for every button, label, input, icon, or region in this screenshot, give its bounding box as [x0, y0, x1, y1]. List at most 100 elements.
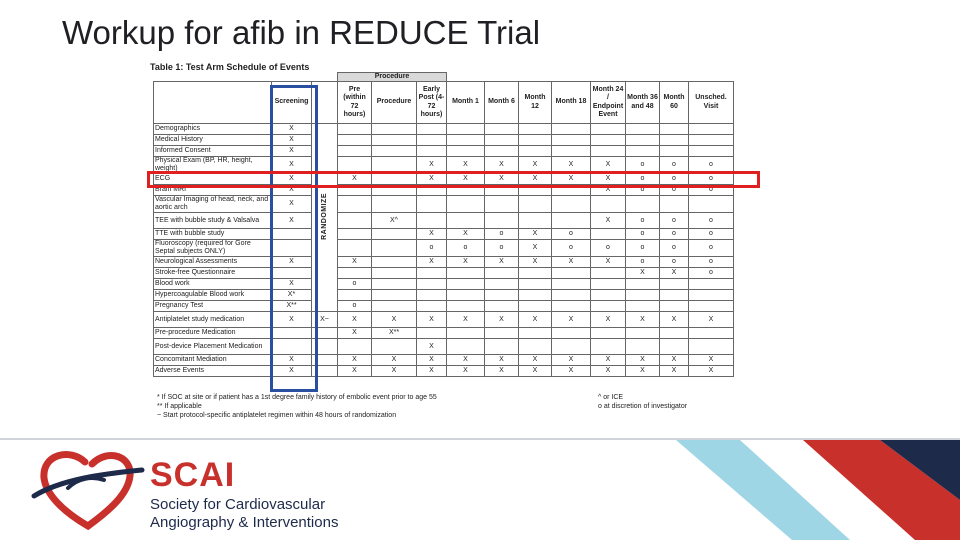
table-cell — [659, 278, 689, 290]
table-cell: o — [659, 156, 689, 174]
slide-title: Workup for afib in REDUCE Trial — [62, 14, 541, 51]
table-cell: o — [688, 173, 734, 185]
table-cell — [484, 145, 519, 157]
table-cell — [446, 145, 485, 157]
column-header: Month 36 and 48 — [625, 81, 660, 124]
column-header: Early Post (4-72 hours) — [416, 81, 447, 124]
table-cell: X — [337, 173, 372, 185]
table-cell — [337, 289, 372, 301]
table-cell: o — [625, 228, 660, 240]
table-cell — [337, 338, 372, 355]
table-cell: o — [659, 184, 689, 196]
table-cell: o — [551, 228, 591, 240]
table-cell: X — [551, 354, 591, 366]
row-label: TTE with bubble study — [153, 228, 272, 240]
column-header: Month 18 — [551, 81, 591, 124]
table-cell — [659, 123, 689, 135]
table-cell — [337, 123, 372, 135]
table-row: Post-device Placement Medication X — [153, 338, 734, 355]
table-cell — [688, 145, 734, 157]
table-cell — [337, 267, 372, 279]
table-cell — [446, 289, 485, 301]
footnote: o at discretion of investigator — [598, 403, 688, 410]
logo-tagline-1: Society for Cardiovascular — [150, 496, 326, 513]
table-cell: X — [590, 256, 626, 268]
divider-line — [0, 438, 960, 440]
table-cell — [416, 278, 447, 290]
table-cell — [416, 184, 447, 196]
table-cell: o — [688, 239, 734, 257]
table-cell — [271, 228, 312, 240]
row-label: Medical History — [153, 134, 272, 146]
table-cell — [551, 289, 591, 301]
table-cell — [446, 278, 485, 290]
table-cell — [371, 256, 417, 268]
table-cell — [337, 228, 372, 240]
table-cell — [551, 327, 591, 339]
table-cell: X — [337, 327, 372, 339]
table-cell: X — [518, 256, 552, 268]
table-cell: o — [688, 228, 734, 240]
table-cell — [271, 267, 312, 279]
table-cell: X — [446, 256, 485, 268]
table-cell — [271, 239, 312, 257]
table-cell — [371, 173, 417, 185]
table-cell — [590, 195, 626, 213]
table-row: Adverse Events X X X X X X X X X X X X — [153, 365, 734, 377]
table-cell: X — [518, 365, 552, 377]
row-label: Concomitant Mediation — [153, 354, 272, 366]
table-cell — [688, 123, 734, 135]
table-cell — [518, 278, 552, 290]
table-cell: o — [337, 300, 372, 312]
table-cell — [518, 289, 552, 301]
table-cell: X — [625, 267, 660, 279]
table-cell: X — [446, 173, 485, 185]
table-cell: X — [590, 184, 626, 196]
table-cell — [446, 267, 485, 279]
table-cell: X — [416, 338, 447, 355]
table-cell — [518, 134, 552, 146]
table-cell — [311, 365, 338, 377]
row-label: Blood work — [153, 278, 272, 290]
table-cell: X — [446, 156, 485, 174]
table-cell: X — [271, 278, 312, 290]
table-cell: o — [688, 184, 734, 196]
table-cell: o — [625, 184, 660, 196]
table-cell: o — [688, 156, 734, 174]
table-cell — [659, 327, 689, 339]
table-cell: X — [271, 173, 312, 185]
logo-tagline-2: Angiography & Interventions — [150, 514, 339, 531]
table-cell: o — [659, 173, 689, 185]
footnote: ** If applicable — [157, 403, 202, 410]
table-cell: X — [484, 311, 519, 328]
footnote: * If SOC at site or if patient has a 1st… — [157, 394, 437, 401]
table-cell — [551, 338, 591, 355]
table-cell: o — [688, 256, 734, 268]
table-cell: X — [518, 239, 552, 257]
table-cell — [518, 145, 552, 157]
table-cell: X — [271, 212, 312, 229]
table-cell — [311, 354, 338, 366]
table-cell: X — [416, 256, 447, 268]
table-cell: X — [416, 311, 447, 328]
table-cell: o — [551, 239, 591, 257]
row-label: TEE with bubble study & Valsalva — [153, 212, 272, 229]
row-label: Informed Consent — [153, 145, 272, 157]
table-cell — [371, 123, 417, 135]
table-cell — [551, 123, 591, 135]
table-cell: X — [271, 145, 312, 157]
table-cell: X — [484, 354, 519, 366]
table-cell: X — [590, 212, 626, 229]
column-header — [311, 81, 338, 124]
table-cell: X — [484, 173, 519, 185]
table-row: Pre-procedure Medication X X** — [153, 327, 734, 339]
randomize-mark: X~ — [311, 311, 338, 328]
table-cell — [590, 267, 626, 279]
table-cell — [590, 289, 626, 301]
table-cell — [551, 195, 591, 213]
